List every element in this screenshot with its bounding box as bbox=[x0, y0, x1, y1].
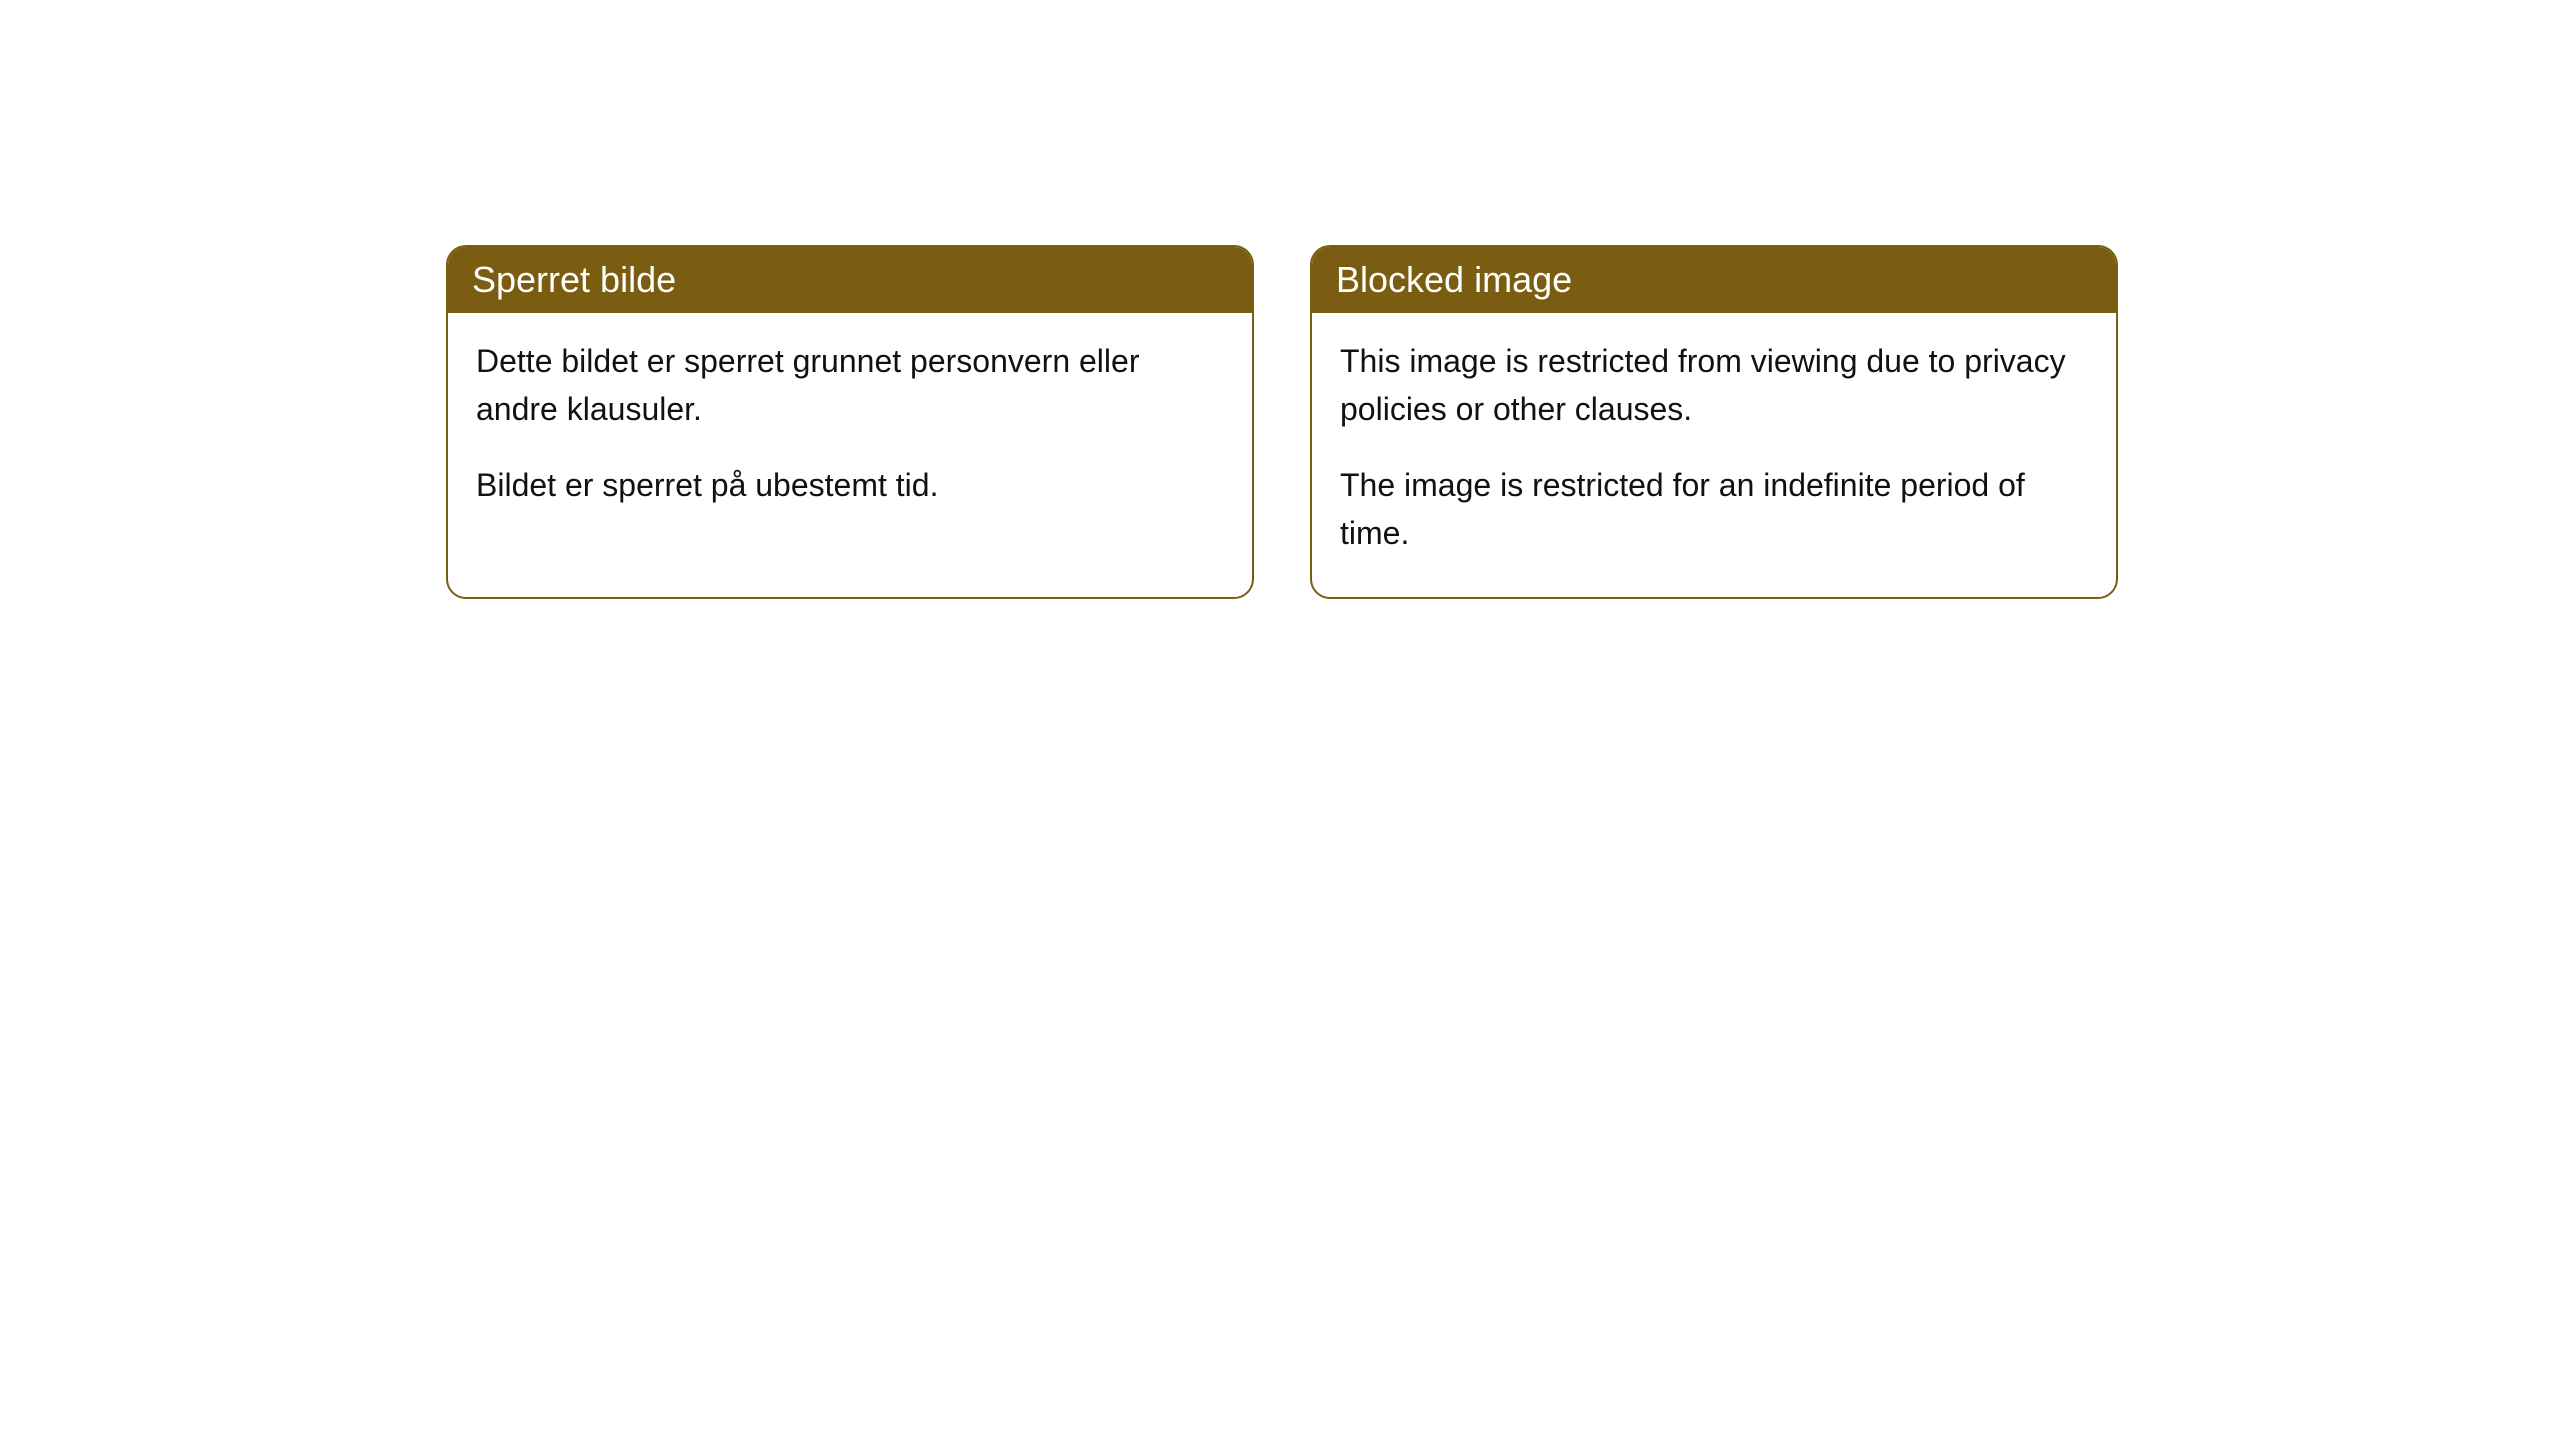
card-body: This image is restricted from viewing du… bbox=[1312, 313, 2116, 597]
card-header: Sperret bilde bbox=[448, 247, 1252, 313]
card-header: Blocked image bbox=[1312, 247, 2116, 313]
card-paragraph-2: Bildet er sperret på ubestemt tid. bbox=[476, 461, 1224, 509]
card-body: Dette bildet er sperret grunnet personve… bbox=[448, 313, 1252, 549]
blocked-image-card-english: Blocked image This image is restricted f… bbox=[1310, 245, 2118, 599]
card-paragraph-2: The image is restricted for an indefinit… bbox=[1340, 461, 2088, 557]
notice-cards-container: Sperret bilde Dette bildet er sperret gr… bbox=[446, 245, 2560, 599]
card-title: Sperret bilde bbox=[472, 259, 676, 300]
card-title: Blocked image bbox=[1336, 259, 1572, 300]
blocked-image-card-norwegian: Sperret bilde Dette bildet er sperret gr… bbox=[446, 245, 1254, 599]
card-paragraph-1: Dette bildet er sperret grunnet personve… bbox=[476, 337, 1224, 433]
card-paragraph-1: This image is restricted from viewing du… bbox=[1340, 337, 2088, 433]
